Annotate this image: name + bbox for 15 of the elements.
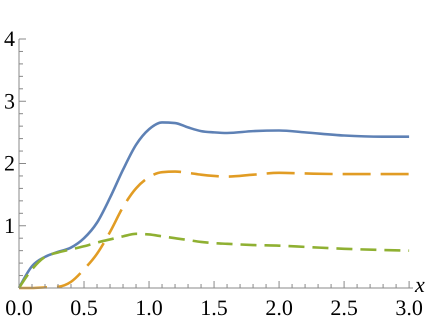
y-tick-label: 3 bbox=[4, 88, 15, 114]
x-tick-label: 1.5 bbox=[200, 295, 228, 320]
x-tick-label: 2.5 bbox=[330, 295, 358, 320]
line-series bbox=[18, 170, 410, 290]
x-tick-label: 1.0 bbox=[135, 295, 163, 320]
line-series bbox=[18, 121, 410, 290]
x-tick-label: 0.5 bbox=[70, 295, 98, 320]
x-axis-title: x bbox=[414, 272, 425, 297]
line-series bbox=[18, 232, 410, 290]
y-tick-label: 4 bbox=[4, 26, 15, 51]
y-tick-label: 1 bbox=[4, 212, 15, 238]
x-tick-label: 3.0 bbox=[395, 295, 423, 320]
x-tick-label: 2.0 bbox=[265, 295, 293, 320]
y-tick-label: 2 bbox=[4, 150, 15, 176]
x-tick-label: 0.0 bbox=[5, 295, 33, 320]
